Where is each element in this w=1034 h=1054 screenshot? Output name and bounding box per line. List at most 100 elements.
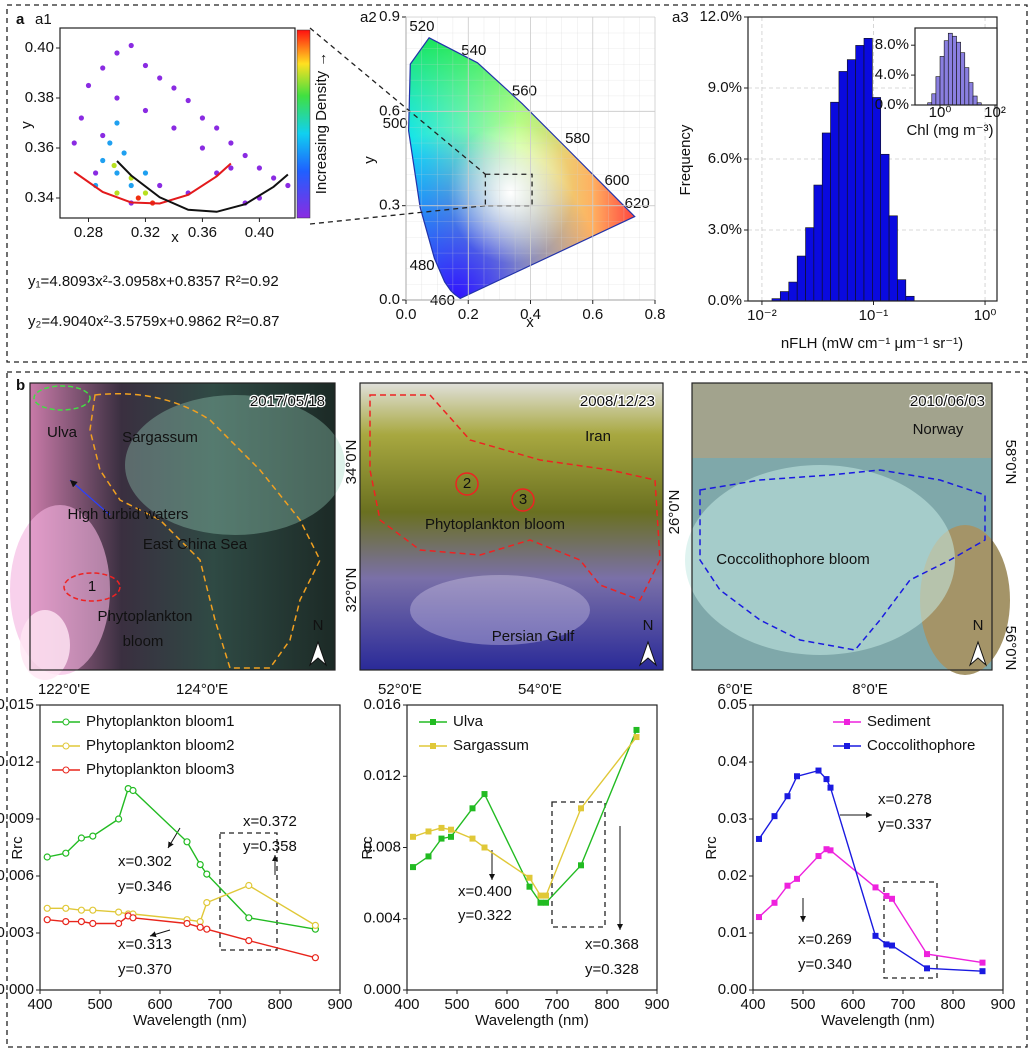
y-tick-label: 0.02: [718, 867, 747, 884]
y-tick-label: 0.6: [379, 102, 400, 119]
marker: [311, 921, 319, 930]
x-tick-label: 700: [890, 996, 915, 1013]
marker: [245, 881, 253, 890]
north-label: N: [313, 617, 324, 634]
scatter-point: [114, 170, 120, 176]
annotation: x=0.278: [878, 791, 932, 808]
annotation: x=0.372: [243, 813, 297, 830]
series-line: [412, 729, 638, 904]
x-tick-label: 400: [394, 996, 419, 1013]
marker: [827, 784, 834, 791]
map-image: [359, 382, 664, 671]
y-tick-label: 0.000: [0, 981, 34, 998]
x-tick-label: 10⁰: [974, 307, 997, 324]
scatter-point: [271, 175, 277, 181]
histogram-bar: [805, 227, 815, 302]
marker: [448, 826, 454, 833]
legend-label: Coccolithophore: [867, 737, 975, 754]
scatter-point: [157, 75, 163, 81]
histogram-bar: [796, 255, 806, 302]
x-tick-label: 400: [27, 996, 52, 1013]
scatter-point: [171, 125, 177, 131]
longitude-label: 8°0'E: [852, 681, 888, 698]
histogram-bar: [813, 184, 823, 302]
marker: [815, 853, 822, 860]
marker: [410, 864, 416, 871]
marker: [196, 923, 204, 931]
series-line: [412, 736, 638, 897]
marker: [924, 951, 930, 958]
wavelength-label: 540: [461, 42, 486, 59]
histogram-bar: [935, 76, 941, 106]
y-tick-label: 6.0%: [708, 150, 742, 167]
marker: [77, 834, 86, 842]
y-tick-label: 8.0%: [875, 36, 909, 53]
marker: [872, 884, 879, 891]
histogram-bar: [872, 97, 882, 302]
longitude-label: 6°0'E: [717, 681, 753, 698]
marker: [62, 904, 70, 912]
marker: [784, 882, 791, 889]
x-tick-label: 0.2: [458, 306, 479, 323]
annotation: y=0.328: [585, 961, 639, 978]
marker: [578, 805, 584, 812]
legend-marker: [430, 743, 436, 749]
marker: [311, 954, 319, 962]
y-tick-label: 0.3: [379, 197, 400, 214]
latitude-label: 56°0'N: [1002, 626, 1019, 671]
annotation: y=0.322: [458, 907, 512, 924]
histogram-bar: [905, 295, 915, 302]
wavelength-label: 500: [383, 115, 408, 132]
legend-label: Ulva: [453, 713, 484, 730]
marker: [526, 874, 533, 881]
annotation: x=0.313: [118, 936, 172, 953]
y-tick-label: 0.05: [718, 696, 747, 713]
plot-frame: [59, 27, 296, 219]
map-label: 1: [88, 578, 96, 595]
histogram-bar: [956, 41, 961, 106]
map-image: [10, 382, 345, 680]
y-tick-label: 4.0%: [875, 66, 909, 83]
x-tick-label: 600: [147, 996, 172, 1013]
marker: [537, 892, 544, 899]
marker: [872, 932, 879, 939]
x-tick-label: 600: [840, 996, 865, 1013]
histogram-bar: [830, 101, 840, 302]
histogram-bar: [846, 59, 856, 302]
y-tick-label: 0.012: [363, 767, 401, 784]
scatter-point: [78, 115, 84, 121]
histogram-bar: [931, 93, 937, 106]
annotation: x=0.400: [458, 883, 512, 900]
annotation: y=0.340: [798, 956, 852, 973]
y-tick-label: 0.009: [0, 810, 34, 827]
histogram-bar: [968, 82, 974, 106]
scatter-point: [114, 120, 120, 126]
zoom-connector: [309, 205, 486, 225]
scatter-point: [114, 50, 120, 56]
y-tick-label: 0.04: [718, 753, 747, 770]
y-tick-label: 0.9: [379, 8, 400, 25]
x-tick-label: 0.6: [582, 306, 603, 323]
x-tick-label: 700: [207, 996, 232, 1013]
map-date: 2008/12/23: [580, 393, 655, 410]
histogram-bar: [788, 281, 798, 302]
scatter-point: [100, 132, 106, 139]
marker: [481, 791, 488, 798]
annotation: y=0.337: [878, 816, 932, 833]
panel-label: a2: [360, 9, 377, 26]
spectral-locus: [407, 37, 636, 300]
marker: [771, 813, 778, 820]
legend-label: Phytoplankton bloom3: [86, 761, 234, 778]
marker: [448, 833, 454, 840]
x-tick-label: 500: [444, 996, 469, 1013]
y-tick-label: 0.34: [25, 189, 54, 206]
marker: [469, 835, 476, 842]
scatter-point: [71, 140, 77, 146]
longitude-label: 124°0'E: [176, 681, 228, 698]
x-axis-label: Wavelength (nm): [821, 1012, 935, 1029]
marker: [43, 853, 51, 861]
x-axis-label: Wavelength (nm): [475, 1012, 589, 1029]
map-label: Coccolithophore bloom: [716, 551, 869, 568]
marker: [756, 914, 762, 921]
y-axis-label: Rrc: [703, 836, 720, 860]
